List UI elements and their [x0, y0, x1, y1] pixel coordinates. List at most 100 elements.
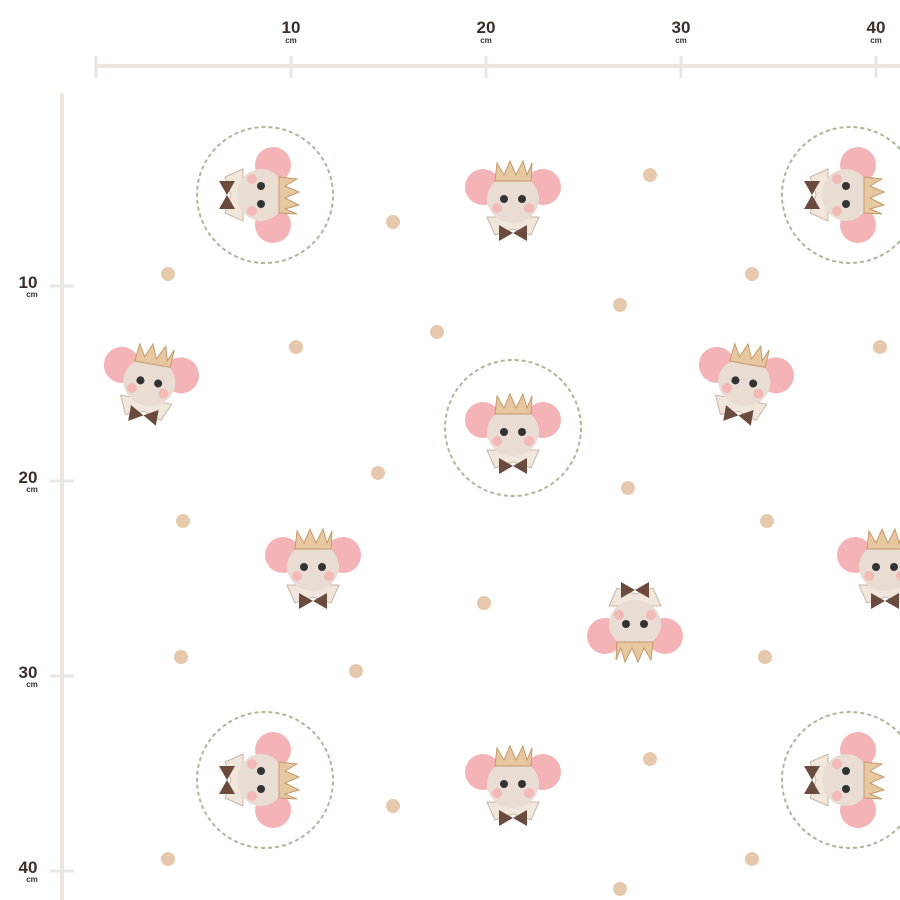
left-tick-unit: cm [26, 875, 38, 884]
dot [643, 168, 657, 182]
eye [842, 767, 850, 775]
crown [494, 392, 533, 415]
crown [615, 641, 654, 664]
mouse-motif [698, 342, 794, 426]
mouse-motif [837, 527, 900, 609]
dot [758, 650, 772, 664]
dot [745, 852, 759, 866]
mouse-motif [781, 126, 900, 264]
eye [518, 780, 526, 788]
dot [289, 340, 303, 354]
eye [257, 767, 265, 775]
crown [729, 342, 770, 368]
dot [386, 215, 400, 229]
cheek [247, 206, 257, 216]
mouse-motif [465, 744, 561, 826]
dot [873, 340, 887, 354]
bow [499, 810, 527, 826]
crown [494, 159, 533, 182]
left-tick-unit: cm [26, 290, 38, 299]
left-tick-unit: cm [26, 485, 38, 494]
bow [871, 593, 899, 609]
eye [640, 620, 648, 628]
head [822, 169, 870, 221]
mouse-motif [196, 126, 334, 264]
eye [500, 195, 508, 203]
cheek [324, 571, 334, 581]
eye [842, 182, 850, 190]
head [487, 408, 539, 456]
cheek [753, 388, 764, 399]
dot [643, 752, 657, 766]
cheek [864, 571, 874, 581]
eye [518, 195, 526, 203]
head [487, 175, 539, 223]
mouse-motif [196, 711, 334, 849]
cheek [614, 610, 624, 620]
eye [731, 376, 740, 385]
cheek [832, 174, 842, 184]
eye [300, 563, 308, 571]
eye [518, 428, 526, 436]
bow [219, 766, 235, 794]
dot [760, 514, 774, 528]
cheek [832, 206, 842, 216]
cheek [721, 383, 732, 394]
mouse-motif [265, 527, 361, 609]
top-tick-label: 20 [477, 18, 496, 37]
eye [842, 785, 850, 793]
bow [299, 593, 327, 609]
dot [174, 650, 188, 664]
wreath [781, 126, 900, 264]
head [237, 754, 285, 806]
cheek [524, 436, 534, 446]
eye [257, 182, 265, 190]
eye [500, 780, 508, 788]
wreath [196, 711, 334, 849]
eye [154, 379, 163, 388]
mouse-motif [465, 159, 561, 241]
cheek [646, 610, 656, 620]
cheek [492, 203, 502, 213]
dot [477, 596, 491, 610]
bow [804, 766, 820, 794]
eye [257, 785, 265, 793]
eye [500, 428, 508, 436]
wreath [781, 711, 900, 849]
head [822, 754, 870, 806]
bow [499, 458, 527, 474]
cheek [158, 388, 169, 399]
top-tick-unit: cm [675, 36, 687, 45]
dot [386, 799, 400, 813]
cheek [492, 788, 502, 798]
wreath [196, 126, 334, 264]
eye [257, 200, 265, 208]
dot [613, 882, 627, 896]
dot [621, 481, 635, 495]
top-tick-unit: cm [285, 36, 297, 45]
left-tick-label: 40 [19, 858, 38, 877]
cheek [832, 759, 842, 769]
top-tick-label: 10 [282, 18, 301, 37]
top-tick-unit: cm [870, 36, 882, 45]
crown [866, 527, 900, 550]
crown [294, 527, 333, 550]
crown [278, 761, 301, 800]
bow [219, 181, 235, 209]
cheek [524, 788, 534, 798]
top-tick-label: 30 [672, 18, 691, 37]
dot [430, 325, 444, 339]
top-tick-unit: cm [480, 36, 492, 45]
dot [349, 664, 363, 678]
wreath [444, 359, 582, 497]
cheek [247, 791, 257, 801]
dot [745, 267, 759, 281]
dot [613, 298, 627, 312]
left-tick-unit: cm [26, 680, 38, 689]
eye [136, 376, 145, 385]
cheek [247, 759, 257, 769]
left-tick-label: 30 [19, 663, 38, 682]
eye [622, 620, 630, 628]
bow [621, 582, 649, 598]
